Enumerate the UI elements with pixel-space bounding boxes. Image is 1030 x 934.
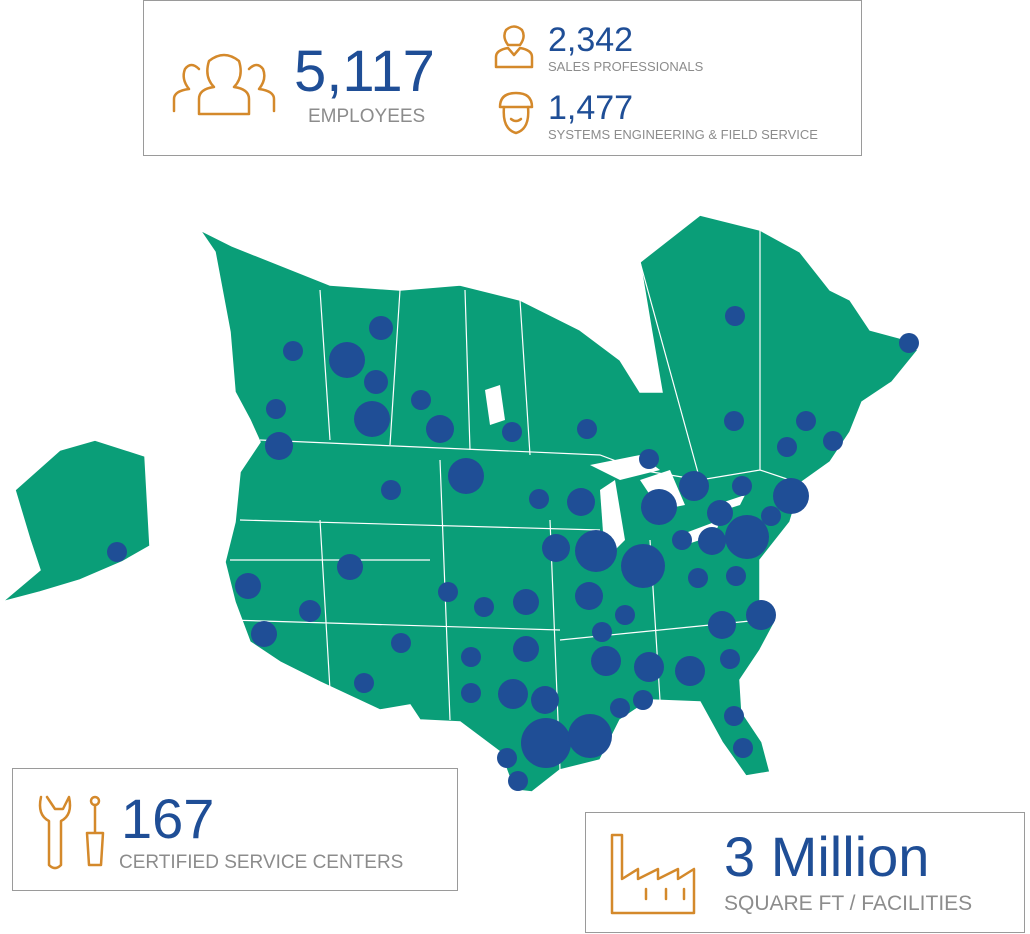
- facilities-label: SQUARE FT / FACILITIES: [724, 892, 973, 915]
- service-label: CERTIFIED SERVICE CENTERS: [119, 852, 404, 873]
- facilities-value: 3 Million: [724, 825, 930, 888]
- sales-label: SALES PROFESSIONALS: [548, 59, 704, 74]
- locations: [107, 306, 919, 791]
- employees-value: 5,117: [294, 39, 435, 104]
- facilities-box: 3 Million SQUARE FT / FACILITIES: [585, 812, 1025, 933]
- engineering-label: SYSTEMS ENGINEERING & FIELD SERVICE: [548, 127, 818, 142]
- sales-value: 2,342: [548, 21, 634, 59]
- alaska: [1, 439, 151, 603]
- employee-box: 5,117 EMPLOYEES 2,342 SALES PROFESSIONAL…: [143, 0, 862, 156]
- people-icon: [172, 53, 276, 116]
- borders: [229, 230, 791, 771]
- engineer-icon: [498, 91, 534, 135]
- service-value: 167: [121, 787, 215, 850]
- factory-icon: [610, 833, 696, 915]
- service-box: 167 CERTIFIED SERVICE CENTERS: [12, 768, 458, 891]
- sales-icon: [494, 25, 534, 69]
- tools-icon: [38, 795, 105, 870]
- engineering-value: 1,477: [548, 89, 634, 127]
- land: [1, 214, 920, 793]
- mainland: [197, 214, 920, 793]
- employees-label: EMPLOYEES: [308, 106, 426, 127]
